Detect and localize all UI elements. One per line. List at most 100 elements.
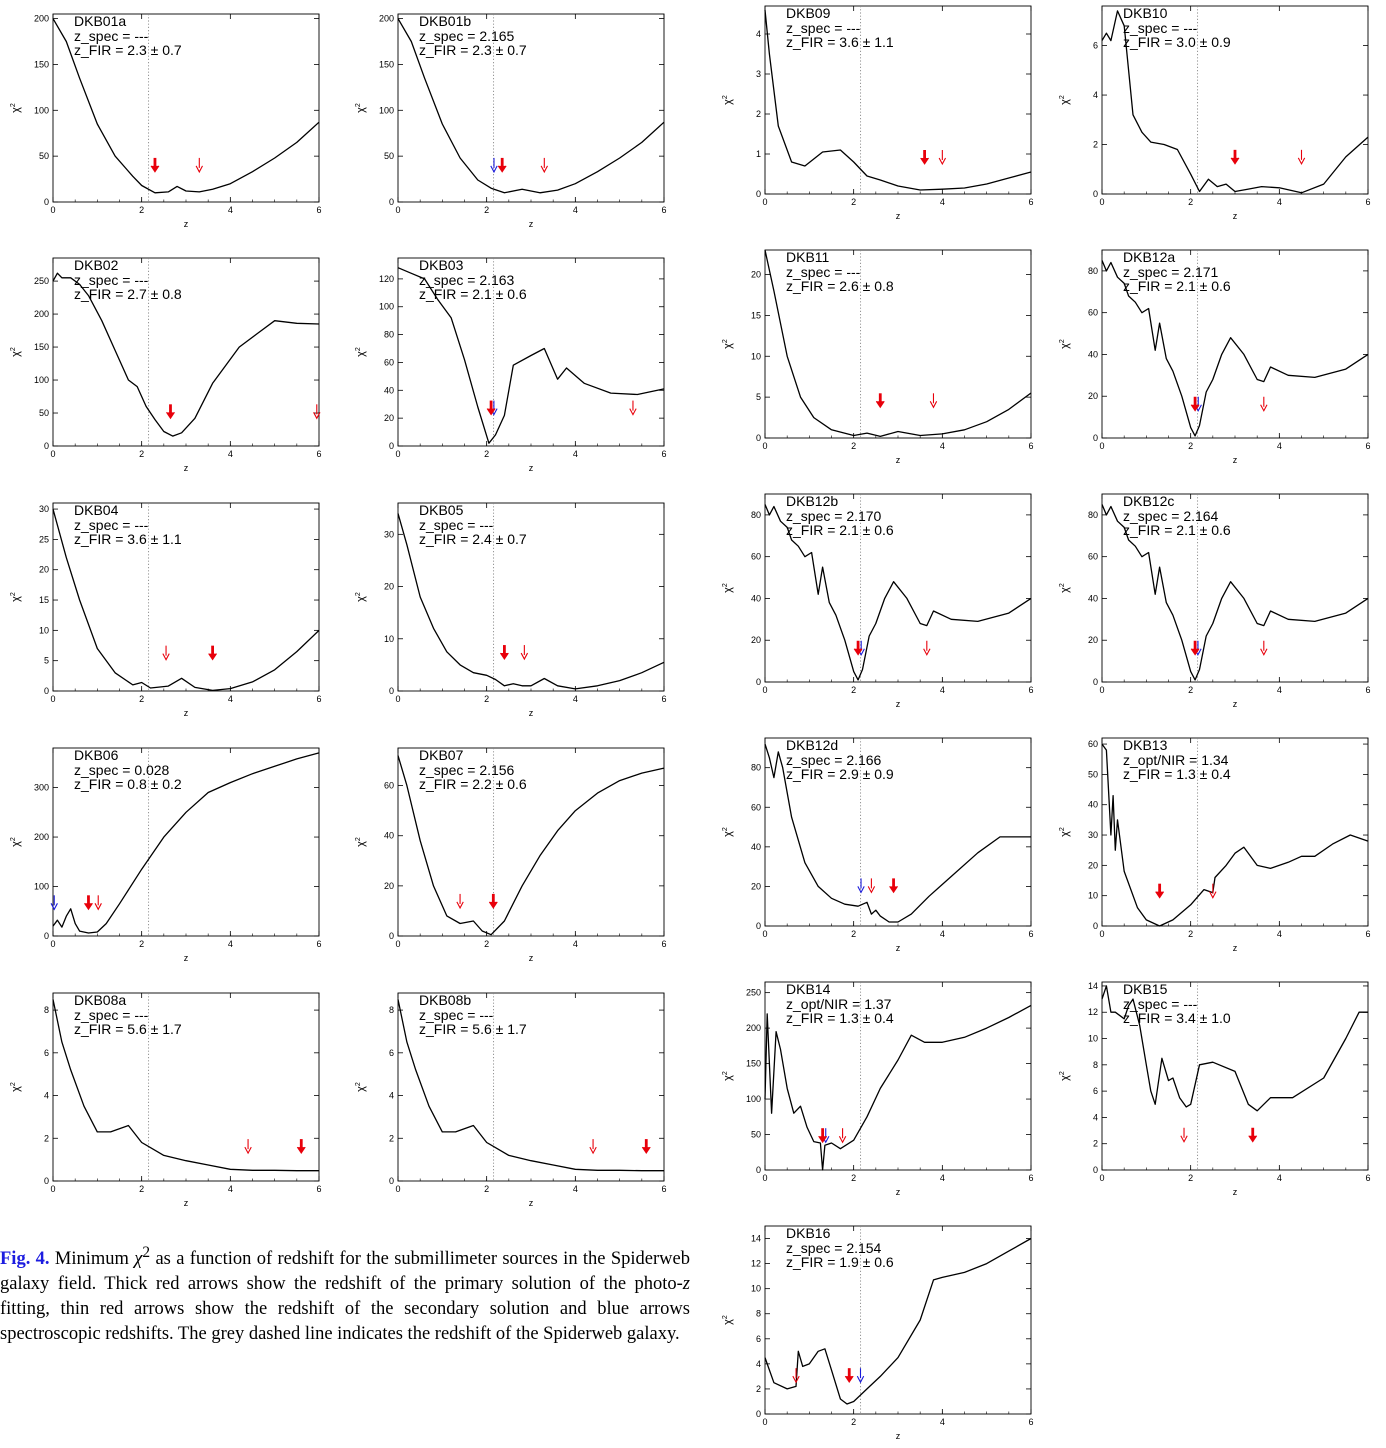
panel-title: DKB14	[786, 981, 831, 997]
y-tick-label: 6	[1093, 41, 1098, 51]
y-tick-label: 0	[756, 1165, 761, 1175]
x-axis-label: z	[184, 219, 189, 229]
panel-annotation-line: z_spec = 2.166	[786, 752, 882, 768]
secondary-arrow	[1260, 640, 1268, 656]
secondary-arrow	[589, 1139, 597, 1155]
x-tick-label: 0	[1099, 929, 1104, 939]
secondary-arrow	[838, 1128, 847, 1144]
primary-arrow	[818, 1128, 828, 1144]
primary-arrow	[499, 645, 509, 660]
y-tick-label: 0	[389, 1176, 394, 1186]
y-tick-label: 5	[756, 392, 761, 402]
x-tick-label: 2	[1188, 685, 1193, 695]
y-axis-label: χ2	[355, 347, 367, 357]
panel-annotation-line: z_FIR = 2.1 ± 0.6	[419, 286, 527, 302]
panel-title: DKB16	[786, 1225, 831, 1241]
x-tick-label: 6	[1365, 197, 1370, 207]
y-axis-label: χ2	[722, 583, 734, 593]
y-tick-label: 10	[1088, 1034, 1098, 1044]
x-tick-label: 0	[1099, 685, 1104, 695]
primary-arrow	[486, 400, 496, 416]
y-tick-label: 20	[1088, 860, 1098, 870]
y-tick-label: 40	[1088, 349, 1098, 359]
y-axis-label-exp: 2	[722, 583, 729, 587]
y-tick-label: 20	[39, 565, 49, 575]
primary-arrow	[844, 1368, 854, 1384]
x-axis-label: z	[1233, 455, 1238, 465]
chi2-curve	[52, 272, 320, 437]
x-tick-label: 0	[762, 441, 767, 451]
primary-arrow	[166, 404, 175, 420]
y-axis-label-exp: 2	[10, 592, 17, 596]
secondary-arrow	[540, 157, 548, 174]
y-axis-label-exp: 2	[1059, 339, 1066, 343]
caption-text-2: as a function of redshift for the submil…	[0, 1249, 690, 1295]
x-axis-label: z	[529, 1198, 534, 1208]
y-axis-label-exp: 2	[722, 1071, 729, 1075]
primary-arrow	[889, 878, 898, 894]
y-axis-label-exp: 2	[722, 1315, 729, 1319]
x-tick-label: 2	[139, 939, 144, 949]
chi2-curve	[764, 1004, 1032, 1171]
panel-title: DKB12a	[1123, 249, 1175, 265]
panel-annotation-line: z_FIR = 3.6 ± 1.1	[786, 34, 894, 50]
x-tick-label: 0	[1099, 1173, 1104, 1183]
y-axis-label: χ2	[1059, 583, 1071, 593]
y-tick-label: 2	[1093, 140, 1098, 150]
y-tick-label: 20	[751, 270, 761, 280]
secondary-arrow	[1260, 396, 1268, 412]
chi2-curve	[52, 999, 319, 1172]
x-tick-label: 0	[1099, 441, 1104, 451]
x-tick-label: 6	[1028, 929, 1033, 939]
y-axis-label: χ2	[10, 592, 22, 602]
y-tick-label: 40	[751, 593, 761, 603]
x-tick-label: 0	[50, 1184, 55, 1194]
y-tick-label: 60	[751, 552, 761, 562]
x-tick-label: 6	[316, 939, 321, 949]
secondary-arrow	[1180, 1127, 1188, 1143]
panel-annotation-line: z_spec = ---	[74, 1007, 149, 1023]
y-tick-label: 0	[756, 433, 761, 443]
x-tick-label: 0	[762, 197, 767, 207]
panel-title: DKB12b	[786, 493, 838, 509]
x-tick-label: 2	[851, 197, 856, 207]
y-tick-label: 40	[1088, 593, 1098, 603]
x-tick-label: 0	[395, 939, 400, 949]
y-axis-label: χ2	[1059, 1071, 1071, 1081]
y-axis-label: χ2	[10, 837, 22, 847]
primary-arrow	[84, 895, 93, 911]
panel-title: DKB15	[1123, 981, 1168, 997]
x-axis-label: z	[896, 1431, 901, 1441]
y-tick-label: 300	[34, 783, 49, 793]
panel-title: DKB12d	[786, 737, 838, 753]
secondary-arrow	[929, 393, 938, 409]
x-axis-label: z	[184, 708, 189, 718]
panel-annotation-line: z_spec = 2.156	[419, 762, 515, 778]
primary-arrow	[1155, 883, 1165, 899]
x-tick-label: 2	[1188, 1173, 1193, 1183]
y-tick-label: 15	[39, 595, 49, 605]
y-axis-label-exp: 2	[722, 95, 729, 99]
y-axis-label-exp: 2	[355, 347, 362, 351]
primary-arrow	[296, 1139, 306, 1154]
y-tick-label: 0	[44, 441, 49, 451]
x-tick-label: 0	[1099, 197, 1104, 207]
x-axis-label: z	[1233, 1187, 1238, 1197]
spectroscopic-arrow	[856, 1368, 865, 1384]
y-tick-label: 40	[384, 831, 394, 841]
figure-label: Fig. 4.	[0, 1249, 50, 1270]
chi2-curve	[397, 755, 665, 936]
x-tick-label: 4	[1277, 197, 1282, 207]
y-axis-label: χ2	[355, 103, 367, 113]
y-tick-label: 5	[44, 656, 49, 666]
